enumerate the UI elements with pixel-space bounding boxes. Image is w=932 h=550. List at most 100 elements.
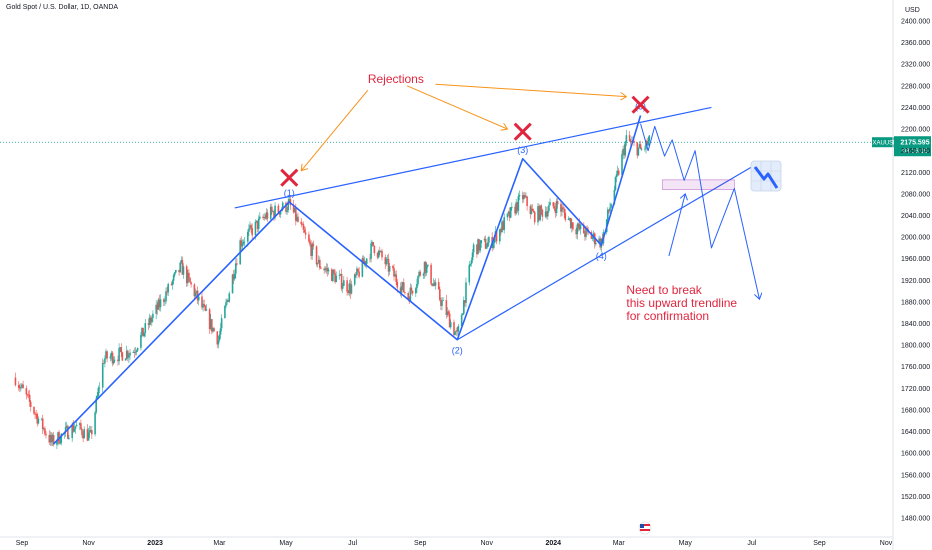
candle-body: [403, 282, 405, 293]
candle-body: [465, 282, 467, 303]
candle-body: [180, 260, 183, 263]
candle-body: [357, 268, 359, 272]
candle-body: [163, 299, 165, 302]
candle-body: [103, 363, 105, 364]
candle-body: [118, 348, 120, 362]
candle-body: [317, 259, 320, 263]
candle-body: [26, 394, 29, 396]
candle-body: [370, 243, 372, 259]
candle-body: [56, 441, 58, 445]
candle-body: [124, 358, 127, 361]
candle-body: [228, 293, 231, 302]
candle-body: [393, 268, 395, 277]
candle-body: [425, 266, 428, 273]
x-tick-label: Mar: [213, 540, 226, 547]
candle-body: [133, 352, 136, 353]
rejection-x-mark: [631, 95, 650, 114]
candle-body: [326, 268, 329, 272]
candle-body: [185, 266, 188, 284]
candle-body: [250, 225, 252, 229]
candle-body: [430, 264, 432, 284]
candle-body: [323, 268, 325, 271]
candle-body: [171, 280, 174, 285]
y-tick-label: 1840.000: [901, 321, 930, 328]
candle-body: [189, 277, 191, 283]
candle-body: [333, 269, 335, 274]
candle-body: [165, 291, 167, 302]
candle-body: [371, 242, 373, 244]
symbol-title[interactable]: Gold Spot / U.S. Dollar, 1D, OANDA: [6, 4, 119, 11]
y-tick-label: 2240.000: [901, 105, 930, 112]
y-tick-label: 1600.000: [901, 451, 930, 458]
candle-body: [117, 359, 119, 362]
x-tick-label: May: [279, 540, 293, 547]
candle-body: [277, 205, 280, 213]
candle-body: [622, 148, 624, 155]
candle-body: [341, 285, 344, 289]
candle-body: [182, 266, 185, 275]
candle-body: [471, 252, 474, 261]
candle-body: [312, 243, 315, 247]
candle-body: [552, 202, 555, 207]
candle-body: [232, 274, 235, 280]
candle-body: [242, 241, 245, 245]
candle-body: [538, 206, 540, 221]
candle-body: [178, 269, 180, 273]
candle-body: [585, 227, 587, 237]
candle-body: [555, 201, 558, 214]
candle-body: [74, 426, 77, 429]
candle-body: [156, 304, 159, 310]
candle-body: [44, 428, 46, 434]
candle-body: [203, 304, 205, 306]
candle-body: [21, 384, 23, 387]
y-tick-label: 2400.000: [901, 19, 930, 26]
candle-body: [571, 222, 573, 229]
candle-body: [629, 140, 632, 142]
candle-body: [532, 210, 535, 212]
candle-body: [395, 274, 397, 282]
candle-body: [208, 309, 211, 329]
candle-body: [503, 217, 505, 231]
candle-body: [243, 241, 246, 243]
candle-body: [583, 224, 585, 234]
candle-body: [449, 322, 452, 328]
candle-body: [67, 425, 69, 439]
candle-body: [194, 292, 197, 297]
candle-body: [609, 207, 611, 212]
candle-body: [531, 208, 534, 211]
y-tick-label: 2040.000: [901, 213, 930, 220]
candle-body: [101, 363, 104, 388]
candles-layer: [14, 129, 651, 449]
candle-body: [456, 330, 459, 332]
candle-body: [517, 196, 520, 211]
candle-body: [463, 300, 465, 314]
x-tick-label: May: [679, 540, 693, 547]
candle-body: [147, 323, 150, 325]
candle-body: [346, 280, 348, 292]
candle-body: [68, 438, 70, 439]
candle-body: [434, 282, 437, 286]
candle-body: [204, 305, 207, 311]
candle-body: [27, 394, 30, 396]
candle-body: [190, 282, 192, 285]
candle-body: [381, 250, 383, 258]
candle-body: [148, 317, 151, 325]
candle-body: [556, 201, 559, 205]
candle-body: [120, 347, 123, 353]
x-tick-label: Mar: [613, 540, 626, 547]
candle-body: [560, 204, 562, 212]
candle-body: [266, 212, 269, 219]
candle-body: [71, 424, 73, 439]
candle-body: [440, 299, 442, 306]
y-tick-label: 2320.000: [901, 62, 930, 69]
y-tick-label: 1760.000: [901, 364, 930, 371]
candle-body: [297, 216, 299, 222]
candle-body: [507, 211, 510, 214]
candle-body: [112, 360, 115, 364]
candle-body: [361, 258, 364, 277]
candle-body: [530, 208, 533, 215]
x-tick-label: Sep: [414, 540, 427, 547]
candle-body: [454, 331, 456, 335]
candle-body: [433, 283, 436, 286]
